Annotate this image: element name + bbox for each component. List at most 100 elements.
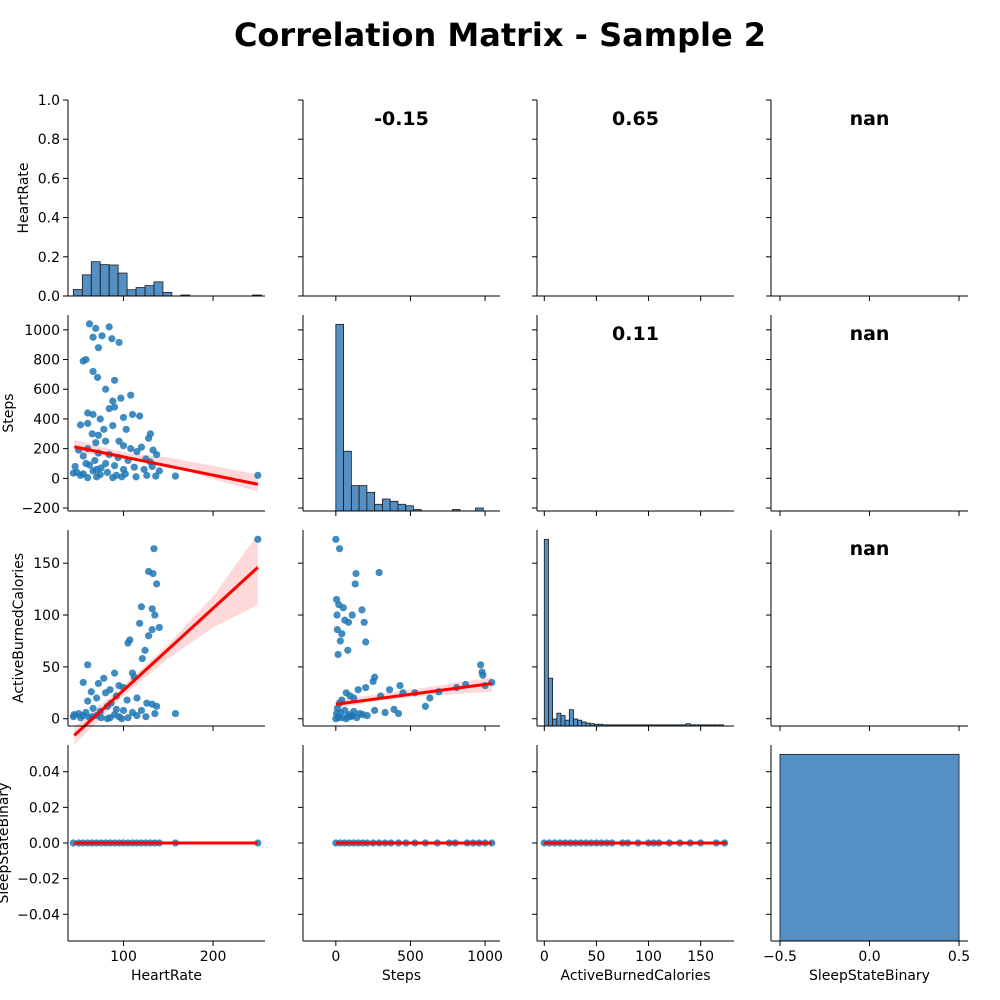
hist-bar [366,491,376,512]
scatter-point [118,715,126,723]
scatter-point [102,689,110,697]
scatter-point [89,410,97,419]
hist-bar [126,289,137,297]
scatter-point [148,462,156,471]
scatter-point [385,686,394,694]
scatter-point [103,468,111,476]
scatter-point [137,443,146,451]
scatter-point [334,650,342,659]
x-axis-label-heart-rate: HeartRate [131,968,202,984]
scatter-point [136,412,144,420]
scatter-point [153,702,161,710]
scatter-point [122,425,130,433]
correlation-label: nan [850,538,890,560]
hist-bar [90,261,101,297]
scatter-point [476,661,485,669]
panel-steps-vs-sleep-state-binary: nan [766,315,968,516]
scatter-point [79,357,87,365]
scatter-point [117,394,125,402]
scatter-point [153,450,161,459]
scatter-point [353,714,361,722]
panel-heart-rate-vs-heart-rate: 0.0 0.2 0.4 0.6 0.8 1.0 [38,93,265,305]
y-tick-label: 0.8 [38,132,60,148]
scatter-point [128,410,137,419]
y-tick-label: 600 [33,382,60,398]
scatter-point [76,471,85,479]
scatter-point [94,431,103,439]
scatter-point [144,632,153,640]
scatter-point [93,694,101,702]
scatter-point [344,646,352,654]
panel-active-burned-calories-vs-sleep-state-binary: nan [766,530,968,731]
hist-bar [573,718,579,727]
y-tick-label: 0 [51,712,60,728]
scatter-point [347,713,355,721]
scatter-point [133,448,141,456]
y-tick-label: 0.00 [29,836,60,852]
scatter-point [89,704,97,712]
scatter-point [358,606,366,614]
scatter-point [71,462,79,471]
y-axis-label-active-burned-calories: ActiveBurnedCalories [11,553,27,703]
chart-title: Correlation Matrix - Sample 2 [234,16,766,54]
y-axis-label-heart-rate: HeartRate [16,162,32,233]
panel-active-burned-calories-vs-steps [298,530,500,731]
scatter-point [110,462,119,470]
scatter-point [100,674,108,682]
scatter-point [138,654,146,663]
scatter-point [381,708,389,717]
scatter-point [426,694,434,702]
panel-steps-vs-heart-rate: −200 0 200 400 600 800 1000 [22,315,265,517]
scatter-point [93,465,101,474]
hist-bar [358,485,368,512]
y-tick-label: 1000 [24,323,60,339]
scatter-point [102,437,110,445]
correlation-label: nan [850,108,890,130]
scatter-point [148,625,156,634]
y-tick-label: 0.0 [38,289,60,305]
y-tick-label: 0.04 [29,765,60,781]
hist-bar [552,718,558,727]
scatter-point [100,425,108,433]
hist-bar [564,719,570,727]
scatter-point [396,681,404,690]
x-tick-label: −0.5 [763,949,797,965]
scatter-point [362,638,370,646]
scatter-point [93,373,102,381]
hist-bar [350,485,360,512]
scatter-point [110,710,119,719]
y-tick-label: 0.6 [38,171,60,187]
hist-bar [162,292,173,297]
panel-steps-vs-active-burned-calories: 0.11 [532,315,734,516]
scatter-point [142,713,150,721]
scatter-point [150,545,158,553]
y-tick-label: 800 [33,353,60,369]
correlation-label: -0.15 [374,108,429,130]
hist-bar [389,500,399,512]
x-axis-label-steps: Steps [382,968,421,984]
scatter-point [105,323,113,331]
scatter-point [137,603,146,611]
scatter-point [109,397,117,405]
scatter-point [130,463,138,471]
x-tick-label: 150 [687,949,714,965]
x-tick-label: 50 [587,949,605,965]
scatter-point [79,452,87,460]
x-axis-label-active-burned-calories: ActiveBurnedCalories [560,968,710,984]
x-tick-label: 200 [200,949,227,965]
correlation-label: 0.65 [612,108,659,130]
scatter-point [69,713,77,721]
x-tick-label: 1000 [467,949,503,965]
scatter-point [102,385,110,393]
hist-bar [568,709,574,727]
scatter-point [108,335,116,343]
y-tick-label: 50 [42,660,60,676]
scatter-point [109,473,117,482]
scatter-point [136,619,144,627]
scatter-point [93,473,101,481]
hist-bar [581,721,587,727]
scatter-point [394,709,403,718]
scatter-point [98,332,106,340]
scatter-point [140,465,148,474]
scatter-point [342,689,350,697]
